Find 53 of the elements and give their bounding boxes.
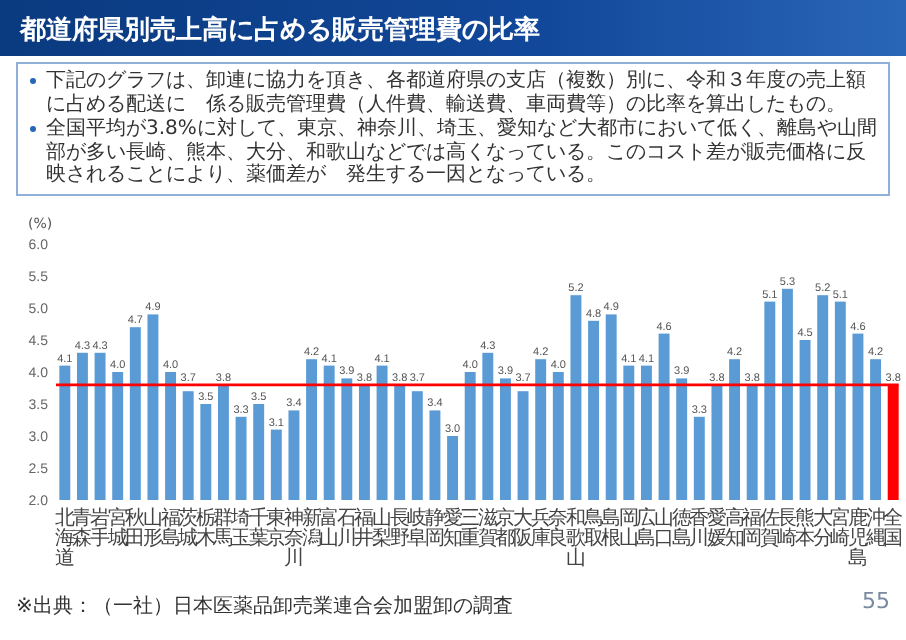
x-tick-label: 茨城 bbox=[176, 506, 199, 550]
x-tick-label: 埼玉 bbox=[229, 506, 252, 550]
x-tick-label: 沖縄 bbox=[863, 506, 886, 550]
x-tick-label: 長崎 bbox=[777, 508, 798, 550]
x-tick-label: 島根 bbox=[601, 506, 622, 550]
x-tick-label: 岡山 bbox=[618, 508, 639, 550]
x-tick-label: 福島 bbox=[160, 506, 181, 550]
x-tick-label: 群馬 bbox=[211, 506, 234, 550]
x-tick-label: 滋賀 bbox=[477, 506, 498, 550]
x-tick-label: 宮崎 bbox=[830, 506, 851, 550]
x-tick-label: 山梨 bbox=[372, 506, 393, 550]
x-tick-label: 大阪 bbox=[513, 506, 534, 550]
x-tick-label: 神奈川 bbox=[283, 506, 304, 570]
x-tick-label: 石川 bbox=[336, 508, 357, 550]
x-tick-label: 高知 bbox=[724, 506, 745, 550]
x-tick-label: 大分 bbox=[812, 506, 833, 550]
x-tick-label: 山口 bbox=[654, 506, 675, 550]
chart-title: 都道府県別売上高に占める販売管理費の比率 bbox=[20, 13, 540, 48]
text: 下記のグラフは、卸連に協力を頂き、各都道府県の支店（複数）別に、令和３年度の売上額に占める配送に 係る販売管理費（人件費、輸送費、車両費等）の比率を算出したもの。 bbox=[44, 70, 868, 116]
x-tick-label: 東京 bbox=[266, 506, 287, 550]
text: 55 bbox=[862, 588, 890, 614]
x-tick-label: 広島 bbox=[636, 506, 657, 550]
x-tick-label: 鹿児島 bbox=[847, 506, 868, 570]
x-tick-label: 奈良 bbox=[548, 508, 569, 550]
x-tick-label: 宮城 bbox=[105, 506, 128, 550]
text: ※出典：（一社）日本医薬品卸売業連合会加盟卸の調査 bbox=[16, 593, 513, 620]
x-tick-label: 徳島 bbox=[671, 508, 692, 550]
x-tick-label: 熊本 bbox=[795, 506, 816, 550]
x-tick-label: 和歌山 bbox=[565, 506, 586, 570]
x-tick-label: 北海道 bbox=[54, 506, 75, 570]
x-tick-label: 千葉 bbox=[248, 506, 269, 550]
x-tick-label: 富山 bbox=[319, 506, 340, 550]
x-tick-label: 佐賀 bbox=[759, 508, 780, 550]
x-tick-label: 長野 bbox=[389, 508, 410, 550]
x-tick-label: 三重 bbox=[460, 508, 481, 550]
x-tick-label: 福岡 bbox=[742, 506, 763, 550]
x-tick-label: 静岡 bbox=[424, 506, 445, 550]
x-tick-label: 全国 bbox=[883, 506, 904, 550]
x-tick-label: 愛知 bbox=[442, 506, 463, 550]
x-tick-label: 青森 bbox=[72, 506, 93, 550]
x-tick-label: 鳥取 bbox=[581, 506, 604, 550]
x-tick-label: 秋田 bbox=[125, 506, 146, 550]
x-tick-label: 香川 bbox=[689, 506, 710, 550]
x-tick-label: 岩手 bbox=[90, 506, 111, 550]
x-tick-label: 岐阜 bbox=[407, 506, 428, 550]
x-tick-label: 福井 bbox=[354, 506, 375, 550]
text: 全国平均が3.8%に対して、東京、神奈川、埼玉、愛知など大都市において低く、離島や山間部が多い長崎、熊本、大分、和歌山などでは高くなっている。このコスト差が販売価格に反映されることにより、薬価差が 発生する一因となっている。 bbox=[44, 118, 879, 187]
x-tick-label: 兵庫 bbox=[530, 506, 551, 550]
x-tick-label: 栃木 bbox=[195, 506, 216, 550]
x-tick-label: 新潟 bbox=[301, 506, 322, 550]
x-tick-label: 山形 bbox=[142, 506, 163, 550]
x-tick-label: 愛媛 bbox=[706, 506, 727, 550]
x-tick-label: 京都 bbox=[495, 506, 516, 550]
